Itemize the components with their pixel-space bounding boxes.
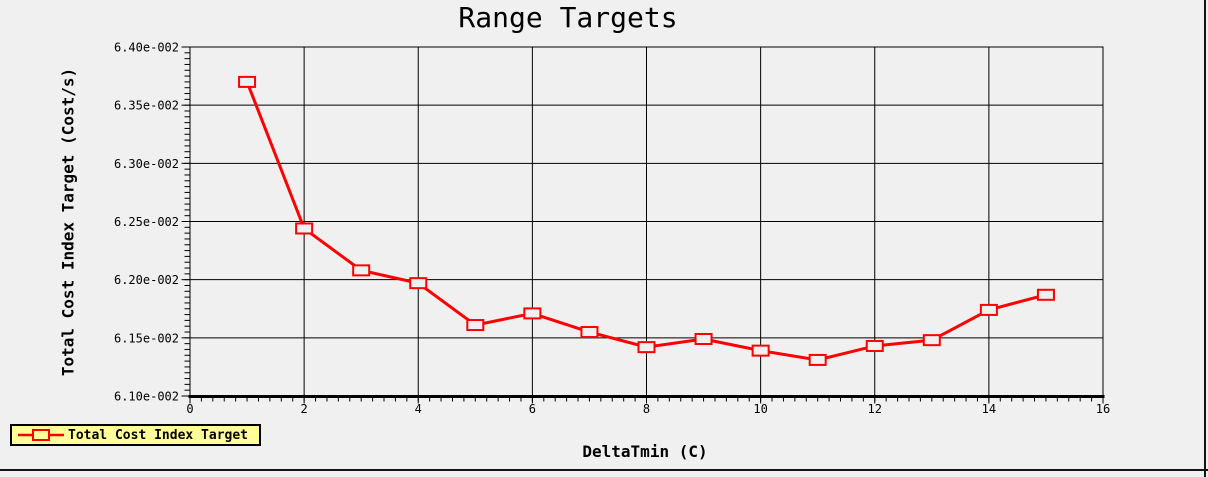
data-point-marker (295, 222, 314, 235)
chart-title: Range Targets (458, 1, 678, 34)
data-point-marker (751, 344, 770, 357)
x-tick-label: 10 (753, 402, 767, 416)
data-point-marker (352, 264, 371, 277)
x-axis-title: DeltaTmin (C) (582, 442, 708, 461)
legend-marker (32, 429, 50, 441)
y-tick-label: 6.15e-002 (114, 331, 179, 345)
x-tick-label: 6 (529, 402, 536, 416)
x-tick-label: 4 (415, 402, 422, 416)
y-tick-label: 6.10e-002 (114, 390, 179, 404)
x-tick-label: 12 (868, 402, 882, 416)
y-tick-label: 6.30e-002 (114, 157, 179, 171)
legend-line-marker-icon (18, 429, 64, 441)
y-tick-label: 6.35e-002 (114, 99, 179, 113)
window-bottom-border (0, 469, 1208, 471)
data-point-marker (466, 319, 485, 332)
legend-label: Total Cost Index Target (68, 427, 249, 443)
data-point-marker (580, 326, 599, 339)
data-point-marker (523, 307, 542, 320)
x-tick-label: 16 (1096, 402, 1110, 416)
data-point-marker (1036, 288, 1055, 301)
legend: Total Cost Index Target (10, 424, 261, 446)
window-right-border (1204, 0, 1206, 477)
data-point-marker (865, 339, 884, 352)
x-tick-label: 14 (982, 402, 996, 416)
y-tick-label: 6.25e-002 (114, 215, 179, 229)
y-tick-label: 6.40e-002 (114, 41, 179, 55)
data-point-marker (637, 341, 656, 354)
y-tick-label: 6.20e-002 (114, 273, 179, 287)
data-point-marker (238, 75, 257, 88)
data-point-marker (922, 334, 941, 347)
x-tick-label: 2 (301, 402, 308, 416)
data-point-marker (808, 353, 827, 366)
x-tick-label: 0 (186, 402, 193, 416)
x-tick-label: 8 (643, 402, 650, 416)
data-point-marker (979, 303, 998, 316)
data-point-marker (409, 277, 428, 290)
data-point-marker (694, 332, 713, 345)
